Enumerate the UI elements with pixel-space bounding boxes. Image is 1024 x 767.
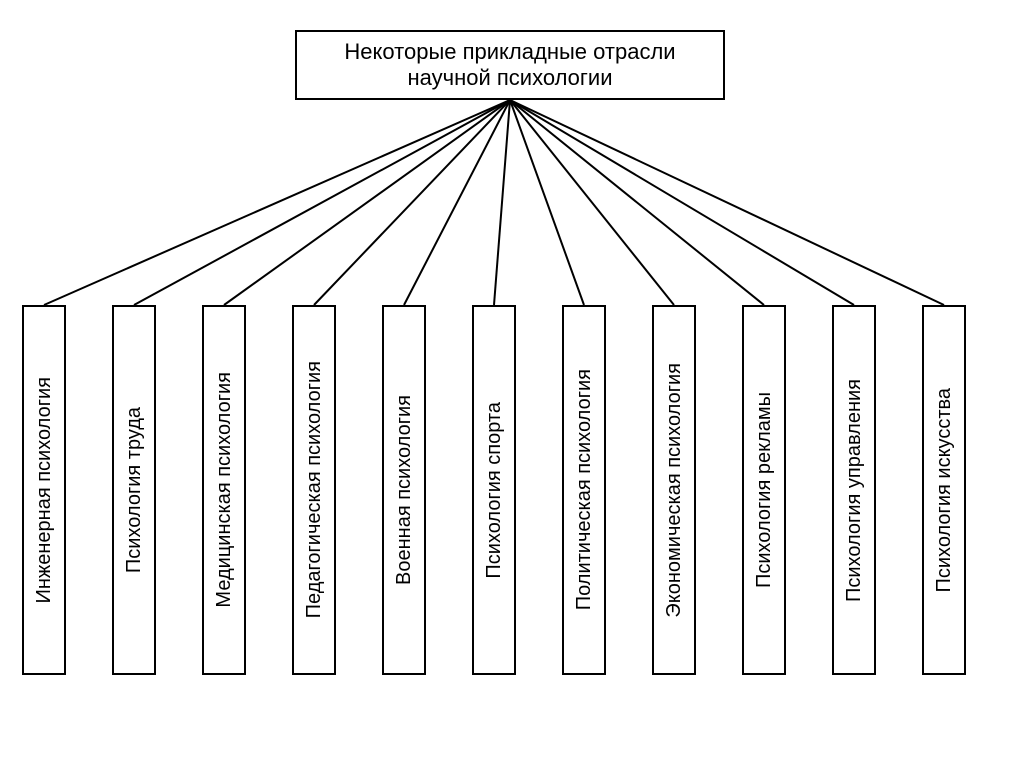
- branch-label: Психология рекламы: [753, 392, 776, 588]
- branch-label: Инженерная психология: [33, 377, 56, 604]
- branch-label: Медицинская психология: [213, 372, 236, 608]
- branch-label: Психология спорта: [483, 402, 506, 579]
- branch-label: Психология труда: [123, 407, 146, 573]
- branch-node: Медицинская психология: [202, 305, 246, 675]
- branch-label: Политическая психология: [573, 369, 596, 610]
- branch-node: Педагогическая психология: [292, 305, 336, 675]
- branch-node: Психология спорта: [472, 305, 516, 675]
- branch-node: Политическая психология: [562, 305, 606, 675]
- root-title-line2: научной психологии: [297, 65, 723, 91]
- branch-node: Психология искусства: [922, 305, 966, 675]
- branch-label: Психология управления: [843, 379, 866, 602]
- branch-label: Педагогическая психология: [303, 361, 326, 618]
- branch-label: Экономическая психология: [663, 363, 686, 618]
- branch-node: Психология управления: [832, 305, 876, 675]
- root-node: Некоторые прикладные отрасли научной пси…: [295, 30, 725, 100]
- branch-node: Экономическая психология: [652, 305, 696, 675]
- branch-node: Инженерная психология: [22, 305, 66, 675]
- branch-node: Военная психология: [382, 305, 426, 675]
- root-title-line1: Некоторые прикладные отрасли: [297, 39, 723, 65]
- branch-label: Военная психология: [393, 395, 416, 585]
- branch-label: Психология искусства: [933, 388, 956, 592]
- branch-node: Психология рекламы: [742, 305, 786, 675]
- branch-node: Психология труда: [112, 305, 156, 675]
